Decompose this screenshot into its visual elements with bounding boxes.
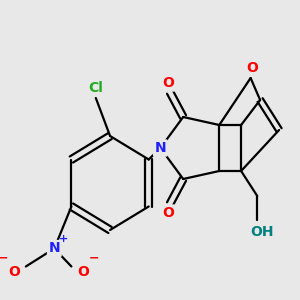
Text: Cl: Cl [88, 81, 103, 95]
Text: O: O [247, 61, 259, 75]
Text: N: N [154, 141, 166, 155]
Text: −: − [0, 252, 8, 265]
Text: O: O [77, 266, 89, 280]
Text: O: O [8, 266, 20, 280]
Text: O: O [162, 76, 174, 90]
Text: N: N [49, 242, 60, 256]
Text: −: − [89, 252, 100, 265]
Text: O: O [162, 206, 174, 220]
Text: OH: OH [250, 225, 274, 239]
Text: +: + [59, 233, 68, 244]
